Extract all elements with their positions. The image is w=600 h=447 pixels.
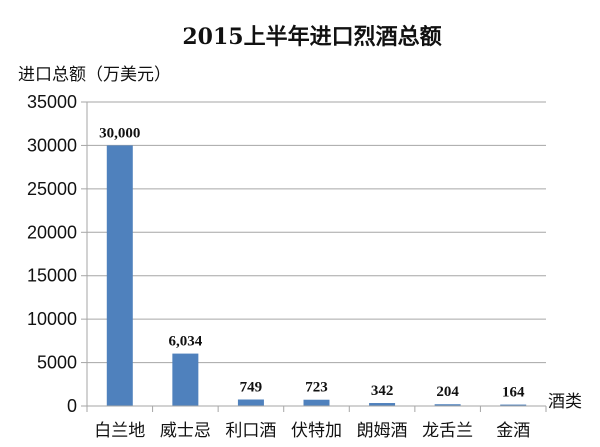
x-tick-label: 龙舌兰: [422, 421, 473, 441]
data-label: 749: [240, 379, 263, 395]
bars: [106, 145, 527, 406]
bar: [434, 404, 461, 406]
bar: [500, 404, 527, 406]
x-tick-label: 威士忌: [160, 421, 211, 441]
data-label: 342: [371, 383, 394, 399]
y-axis-label: 进口总额（万美元）: [18, 65, 171, 85]
bar: [172, 353, 199, 406]
x-tick-label: 利口酒: [225, 421, 276, 441]
x-tick-label: 伏特加: [291, 421, 342, 441]
x-axis-label: 酒类: [548, 392, 582, 412]
y-tick-label: 0: [67, 396, 77, 416]
x-tick-label: 金酒: [496, 421, 530, 441]
x-axis-ticks: 白兰地 威士忌 利口酒 伏特加 朗姆酒 龙舌兰 金酒: [86, 406, 547, 441]
y-tick-label: 20000: [27, 222, 77, 242]
y-tick-label: 10000: [27, 309, 77, 329]
y-tick-label: 35000: [27, 92, 77, 112]
data-label: 30,000: [99, 125, 140, 141]
bar: [303, 399, 330, 406]
y-axis-ticks: 0 5000 10000 15000 20000 25000 30000 35000: [27, 92, 87, 416]
chart-title: 2015上半年进口烈酒总额: [182, 24, 441, 50]
y-tick-label: 25000: [27, 179, 77, 199]
data-labels: 30,000 6,034 749 723 342 204 164: [99, 125, 525, 400]
data-label: 723: [305, 380, 328, 396]
data-label: 204: [436, 384, 459, 400]
y-tick-label: 5000: [37, 353, 77, 373]
data-label: 164: [502, 385, 525, 401]
bar: [237, 399, 264, 406]
x-tick-label: 朗姆酒: [357, 421, 408, 441]
data-label: 6,034: [168, 334, 202, 350]
bar: [106, 145, 133, 406]
x-tick-label: 白兰地: [94, 421, 145, 441]
gridlines: [87, 101, 546, 364]
y-tick-label: 30000: [27, 135, 77, 155]
bar: [369, 403, 396, 406]
y-tick-label: 15000: [27, 266, 77, 286]
